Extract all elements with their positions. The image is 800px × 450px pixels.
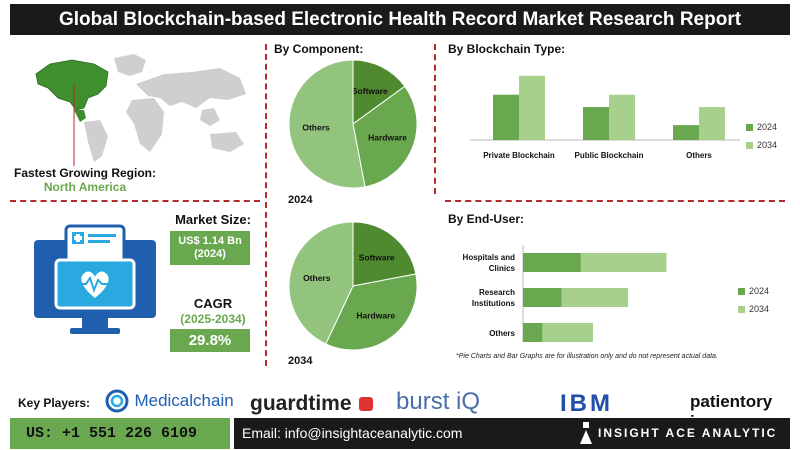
bar-2024-2 xyxy=(523,323,543,342)
cagr-period: (2025-2034) xyxy=(180,312,246,326)
insightace-logo-icon xyxy=(580,422,592,444)
footer-email[interactable]: Email: info@insightaceanalytic.com xyxy=(242,425,463,441)
pie-slice-others xyxy=(288,59,366,189)
legend-label-2034: 2034 xyxy=(749,304,770,314)
bar-2034-2 xyxy=(699,107,725,140)
category-label: Public Blockchain xyxy=(575,151,644,160)
market-size-year: (2024) xyxy=(194,248,226,260)
market-size-value: US$ 1.14 Bn xyxy=(178,235,242,247)
guardtime-logo: guardtime xyxy=(250,392,374,416)
category-label: Hospitals and xyxy=(463,253,516,262)
pie-slice-software xyxy=(352,221,417,287)
pie-chart-2034: Software Hardware Others xyxy=(288,221,418,351)
legend-label-2024: 2024 xyxy=(749,286,770,296)
pie-slice-software xyxy=(352,59,406,125)
pie-slice-others xyxy=(288,221,354,345)
key-players-label: Key Players: xyxy=(18,396,91,410)
report-title: Global Blockchain-based Electronic Healt… xyxy=(10,4,790,35)
category-label: Clinics xyxy=(489,264,516,273)
disclaimer: *Pie Charts and Bar Graphs are for illus… xyxy=(456,353,718,360)
legend-swatch-2034 xyxy=(738,306,745,314)
end-user-title: By End-User: xyxy=(448,212,525,226)
pie-2024-year: 2024 xyxy=(288,194,313,206)
bar-2024-1 xyxy=(523,288,562,307)
bt-legend-2034: 2034 xyxy=(746,140,777,150)
category-label: Research xyxy=(479,288,515,297)
legend-label-2034: 2034 xyxy=(757,140,778,150)
cagr-label: CAGR xyxy=(193,296,233,311)
pie-slice-hardware xyxy=(325,273,418,351)
market-size-box: US$ 1.14 Bn (2024) xyxy=(170,231,250,265)
burstiq-logo: burst iQ xyxy=(396,388,481,415)
eu-legend-2024: 2024 xyxy=(738,286,769,296)
pie-label-software: Software xyxy=(359,252,395,262)
separator-right xyxy=(434,44,436,194)
fastest-region-value: North America xyxy=(43,180,127,194)
bar-2034-0 xyxy=(519,75,545,140)
left-divider xyxy=(10,200,260,202)
pie-label-hardware: Hardware xyxy=(356,310,395,320)
blockchain-type-title: By Blockchain Type: xyxy=(448,42,566,56)
pie-2034-year: 2034 xyxy=(288,355,313,367)
pie-label-software: Software xyxy=(352,86,388,96)
blockchain-type-chart: Private Blockchain Public Blockchain Other… xyxy=(470,75,740,160)
bar-2034-1 xyxy=(609,94,635,140)
phone-number: US: +1 551 226 6109 xyxy=(10,418,230,449)
pie-label-hardware: Hardware xyxy=(368,133,407,143)
legend-swatch-2024 xyxy=(738,288,745,296)
legend-swatch-2024 xyxy=(746,124,753,132)
category-label: Others xyxy=(686,151,712,160)
legend-swatch-2034 xyxy=(746,142,753,150)
bar-2024-2 xyxy=(673,125,699,140)
bt-legend-2024: 2024 xyxy=(746,122,777,132)
category-label: Others xyxy=(489,329,515,338)
end-user-chart: Hospitals and Clinics Research Institutions… xyxy=(463,245,667,342)
world-map-icon xyxy=(35,54,246,166)
pie-chart-2024: Software Hardware Others xyxy=(288,59,418,189)
bar-2024-0 xyxy=(493,94,519,140)
guardtime-name: guardtime xyxy=(250,392,352,415)
medicalchain-logo-icon xyxy=(105,389,129,413)
bar-2024-1 xyxy=(583,107,609,140)
market-size-label: Market Size: xyxy=(175,212,251,227)
pie-slice-hardware xyxy=(352,85,418,188)
cagr-value: 29.8% xyxy=(170,329,250,352)
bar-2024-0 xyxy=(523,253,581,272)
health-record-monitor-icon xyxy=(34,224,156,334)
ibm-logo: IBM xyxy=(560,390,613,417)
component-title: By Component: xyxy=(274,42,364,56)
separator-left xyxy=(265,44,267,366)
medicalchain-name: Medicalchain xyxy=(134,391,234,410)
legend-label-2024: 2024 xyxy=(757,122,778,132)
guardtime-mark-icon xyxy=(359,397,374,412)
eu-legend-2034: 2034 xyxy=(738,304,769,314)
footer-brand: INSIGHT ACE ANALYTIC xyxy=(598,426,778,440)
fastest-region-label: Fastest Growing Region: xyxy=(13,166,156,180)
pie-label-others: Others xyxy=(303,273,331,283)
right-divider xyxy=(445,200,785,202)
pie-label-others: Others xyxy=(302,122,330,132)
category-label: Institutions xyxy=(472,299,516,308)
category-label: Private Blockchain xyxy=(483,151,555,160)
medicalchain-logo: Medicalchain xyxy=(104,388,234,416)
footer-bar xyxy=(234,418,790,449)
